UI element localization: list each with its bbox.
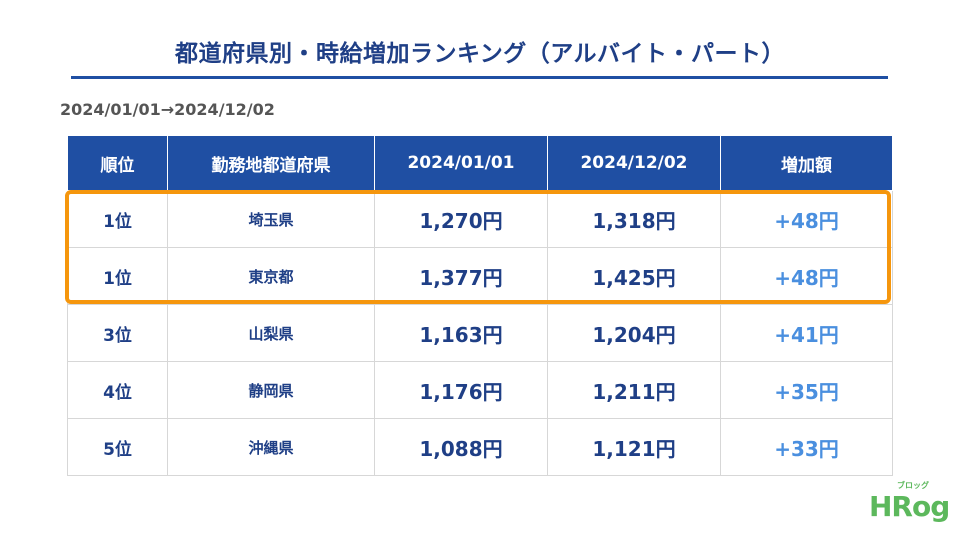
increase-cell: +33円 (720, 418, 893, 476)
wage-start-cell: 1,163円 (374, 304, 548, 362)
table-row: 3位 山梨県 1,163円 1,204円 +41円 (67, 304, 893, 362)
wage-end-cell: 1,425円 (547, 247, 721, 305)
header-date-end: 2024/12/02 (547, 135, 721, 191)
header-date-start: 2024/01/01 (374, 135, 548, 191)
header-prefecture: 勤務地都道府県 (167, 135, 375, 191)
period-label: 2024/01/01→2024/12/02 (60, 100, 275, 119)
increase-cell: +48円 (720, 190, 893, 248)
rank-cell: 4位 (67, 361, 168, 419)
wage-start-cell: 1,176円 (374, 361, 548, 419)
increase-cell: +35円 (720, 361, 893, 419)
increase-cell: +48円 (720, 247, 893, 305)
header-increase: 増加額 (720, 135, 893, 191)
wage-start-cell: 1,270円 (374, 190, 548, 248)
table-header-row: 順位 勤務地都道府県 2024/01/01 2024/12/02 増加額 (67, 135, 893, 191)
increase-cell: +41円 (720, 304, 893, 362)
wage-end-cell: 1,318円 (547, 190, 721, 248)
prefecture-cell: 埼玉県 (167, 190, 375, 248)
ranking-table: 順位 勤務地都道府県 2024/01/01 2024/12/02 増加額 1位 … (67, 135, 893, 476)
rank-cell: 1位 (67, 190, 168, 248)
wage-end-cell: 1,121円 (547, 418, 721, 476)
table-row: 5位 沖縄県 1,088円 1,121円 +33円 (67, 418, 893, 476)
prefecture-cell: 山梨県 (167, 304, 375, 362)
prefecture-cell: 静岡県 (167, 361, 375, 419)
rank-cell: 5位 (67, 418, 168, 476)
wage-end-cell: 1,211円 (547, 361, 721, 419)
table-row: 1位 東京都 1,377円 1,425円 +48円 (67, 247, 893, 305)
logo-subtext: ブロッグ (897, 481, 929, 490)
rank-cell: 3位 (67, 304, 168, 362)
hrog-logo: HRog (869, 490, 950, 523)
prefecture-cell: 東京都 (167, 247, 375, 305)
header-rank: 順位 (67, 135, 168, 191)
page-title: 都道府県別・時給増加ランキング（アルバイト・パート） (174, 41, 786, 67)
wage-end-cell: 1,204円 (547, 304, 721, 362)
title-underline (71, 76, 888, 79)
wage-start-cell: 1,377円 (374, 247, 548, 305)
table-row: 4位 静岡県 1,176円 1,211円 +35円 (67, 361, 893, 419)
prefecture-cell: 沖縄県 (167, 418, 375, 476)
rank-cell: 1位 (67, 247, 168, 305)
wage-start-cell: 1,088円 (374, 418, 548, 476)
table-row: 1位 埼玉県 1,270円 1,318円 +48円 (67, 190, 893, 248)
